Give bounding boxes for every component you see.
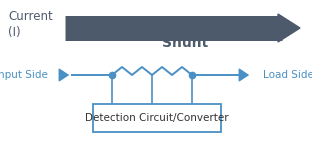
FancyBboxPatch shape xyxy=(93,104,221,132)
Text: Shunt: Shunt xyxy=(162,36,208,50)
Text: Input Side: Input Side xyxy=(0,70,48,80)
Text: Current
(I): Current (I) xyxy=(8,10,53,39)
Text: Detection Circuit/Converter: Detection Circuit/Converter xyxy=(85,113,229,123)
Polygon shape xyxy=(278,14,300,42)
Text: Load Side: Load Side xyxy=(263,70,312,80)
